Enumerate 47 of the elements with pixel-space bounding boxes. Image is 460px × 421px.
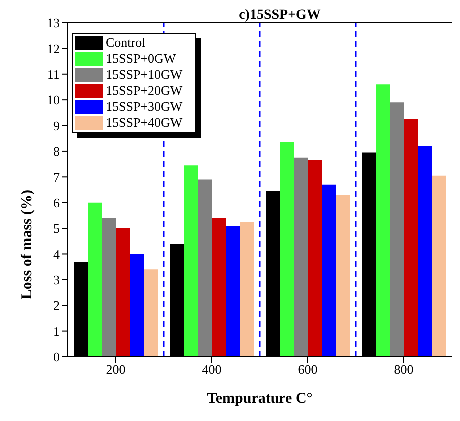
legend-label: 15SSP+10GW — [106, 67, 183, 83]
bar — [198, 180, 212, 357]
y-tick-label: 12 — [47, 41, 60, 56]
y-tick-label: 9 — [54, 118, 60, 134]
bar — [418, 146, 432, 357]
bar — [404, 119, 418, 357]
bar — [116, 228, 130, 357]
y-tick-label: 5 — [54, 221, 60, 236]
bar — [376, 84, 390, 357]
bar — [102, 218, 116, 357]
bar — [294, 158, 308, 357]
y-tick-label: 11 — [47, 67, 60, 82]
bar — [184, 166, 198, 357]
x-tick-label: 400 — [202, 362, 222, 378]
legend-label: 15SSP+30GW — [106, 99, 183, 115]
x-axis-title: Tempurature C° — [207, 391, 313, 407]
bar — [432, 176, 446, 357]
y-tick-label: 8 — [54, 144, 60, 160]
y-tick-label: 6 — [54, 195, 60, 210]
x-tick-label: 200 — [106, 362, 126, 378]
bar — [308, 160, 322, 357]
legend-label: 15SSP+40GW — [106, 115, 183, 131]
bar — [88, 202, 102, 357]
bar — [240, 222, 254, 357]
y-axis-title: Loss of mass (%) — [19, 190, 36, 300]
bar — [322, 184, 336, 357]
legend-label: Control — [106, 35, 146, 51]
y-tick-label: 0 — [54, 350, 60, 365]
bar — [390, 102, 404, 357]
x-tick-label: 600 — [298, 362, 318, 378]
legend-label: 15SSP+20GW — [106, 83, 183, 99]
bar — [130, 254, 144, 357]
bar — [226, 226, 240, 357]
bar — [336, 195, 350, 357]
y-tick-label: 2 — [54, 298, 60, 314]
y-tick-label: 3 — [54, 272, 60, 288]
y-tick-label: 1 — [54, 324, 60, 339]
y-tick-label: 4 — [54, 246, 60, 262]
y-tick-label: 10 — [47, 92, 60, 108]
legend-label: 15SSP+0GW — [106, 51, 176, 67]
bar — [280, 142, 294, 357]
bar — [144, 270, 158, 357]
chart-title: c)15SSP+GW — [239, 8, 321, 23]
y-tick-label: 13 — [47, 16, 60, 31]
x-tick-label: 800 — [394, 362, 414, 378]
y-tick-label: 7 — [54, 170, 60, 185]
bar — [212, 218, 226, 357]
